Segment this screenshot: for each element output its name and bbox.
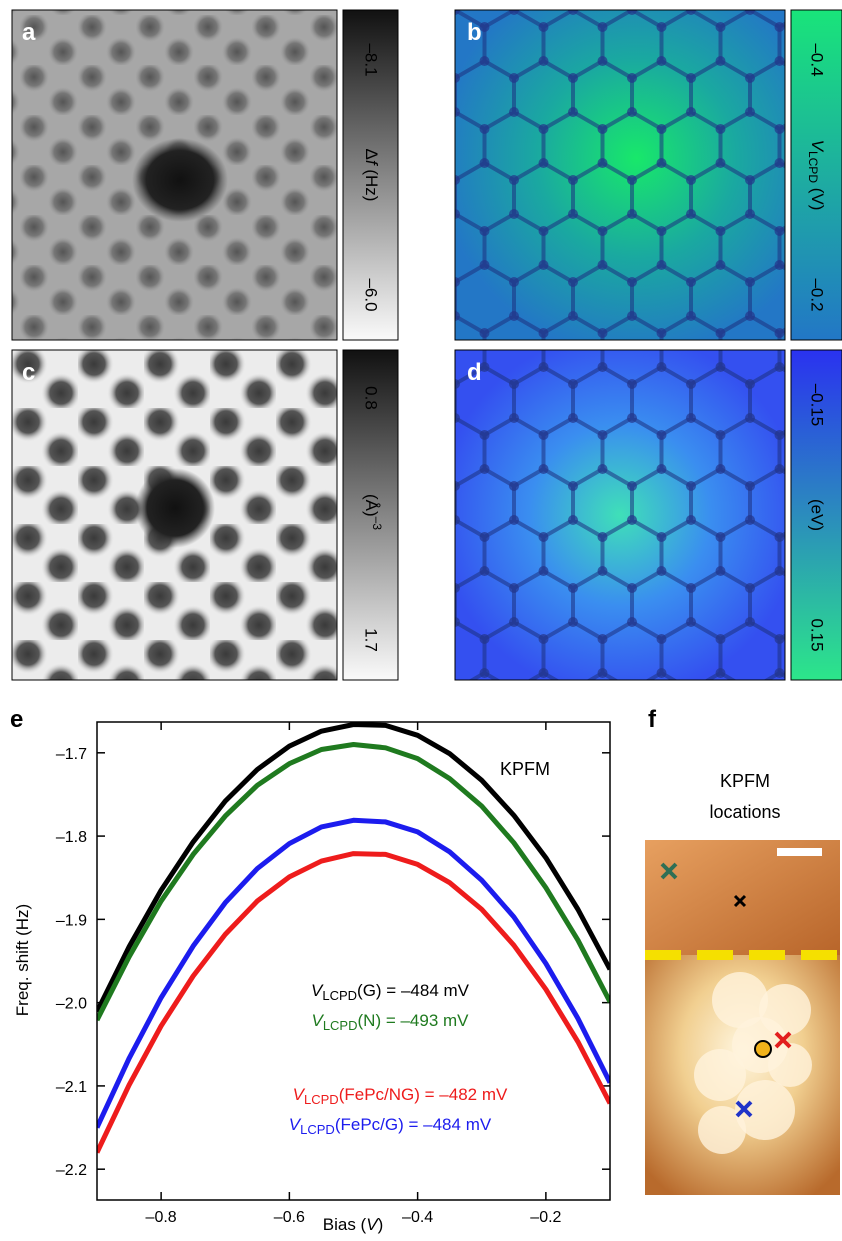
panel-label: c <box>22 359 35 386</box>
annotation: KPFM <box>500 759 550 779</box>
colorbar-tick: –8.1 <box>362 43 381 76</box>
x-tick-label: –0.2 <box>530 1209 561 1226</box>
y-axis-label: Freq. shift (Hz) <box>13 904 32 1016</box>
text: ) <box>378 1215 384 1234</box>
y-tick-label: –1.7 <box>56 746 87 763</box>
text: LCPD <box>304 1092 339 1107</box>
text: Bias ( <box>323 1215 367 1234</box>
defect <box>132 138 228 222</box>
panel-d: d –0.15 (eV) 0.15 <box>455 350 842 680</box>
panel-title: KPFM <box>720 771 770 791</box>
legend-entry: VLCPD(N) = –493 mV <box>311 1011 469 1033</box>
marker <box>755 1041 771 1057</box>
fit-line <box>97 854 610 1153</box>
colorbar-tick: –0.2 <box>808 278 827 311</box>
figure: a –8.1 Δf (Hz) –6.0 b –0.4 VLCPD (V) –0.… <box>0 0 842 1236</box>
text: Δ <box>362 149 381 160</box>
colorbar-tick: 0.15 <box>808 618 827 651</box>
text: (FePc/G) = –484 mV <box>335 1115 492 1134</box>
panel-b: b –0.4 VLCPD (V) –0.2 <box>455 10 842 340</box>
y-tick-label: –1.9 <box>56 912 87 929</box>
text: LCPD <box>300 1122 335 1137</box>
text: LCPD <box>806 151 820 183</box>
text: (N) = –493 mV <box>358 1011 470 1030</box>
y-tick-label: –2.1 <box>56 1079 87 1096</box>
panel-title: locations <box>709 802 780 822</box>
text: (V) <box>808 183 827 210</box>
panel-label: d <box>467 359 482 386</box>
colorbar-title: (eV) <box>808 499 827 531</box>
x-tick-label: –0.6 <box>274 1209 305 1226</box>
text: (FePc/NG) = –482 mV <box>339 1085 508 1104</box>
lattice <box>455 10 785 340</box>
panel-c: c 0.8 (Å)–3 1.7 <box>12 350 398 680</box>
colorbar-tick: 1.7 <box>362 628 381 652</box>
colorbar-tick: –6.0 <box>362 278 381 311</box>
y-tick-label: –1.8 <box>56 829 87 846</box>
legend-entry: VLCPD(FePc/G) = –484 mV <box>289 1115 492 1137</box>
text: –3 <box>370 517 384 531</box>
panel-a: a –8.1 Δf (Hz) –6.0 <box>12 10 398 340</box>
panel-label: a <box>22 19 36 46</box>
colorbar-tick: –0.15 <box>808 384 827 427</box>
panel-label: e <box>10 706 23 733</box>
lattice <box>455 350 785 680</box>
y-tick-label: –2.0 <box>56 996 87 1013</box>
text: (Å) <box>362 494 381 517</box>
legend-entry: VLCPD(G) = –484 mV <box>311 981 470 1003</box>
text: LCPD <box>323 1018 358 1033</box>
colorbar-tick: 0.8 <box>362 386 381 410</box>
y-tick-label: –2.2 <box>56 1162 87 1179</box>
text: LCPD <box>322 988 357 1003</box>
legend-entry: VLCPD(FePc/NG) = –482 mV <box>293 1085 508 1107</box>
colorbar-tick: –0.4 <box>808 43 827 76</box>
panel-label: b <box>467 19 482 46</box>
text: (Hz) <box>362 165 381 202</box>
x-tick-label: –0.8 <box>146 1209 177 1226</box>
text: (G) = –484 mV <box>357 981 470 1000</box>
panel-label: f <box>648 706 657 733</box>
defect <box>135 468 215 548</box>
plot: –0.8 –0.6 –0.4 –0.2 –2.2 –2.1 –2.0 –1.9 –1.8 –1.7 <box>56 722 610 1226</box>
panel-f: f KPFM locations <box>645 706 840 1195</box>
x-axis-label: Bias (V) <box>323 1215 383 1234</box>
colorbar-title: Δf (Hz) <box>362 149 381 202</box>
x-tick-label: –0.4 <box>402 1209 433 1226</box>
